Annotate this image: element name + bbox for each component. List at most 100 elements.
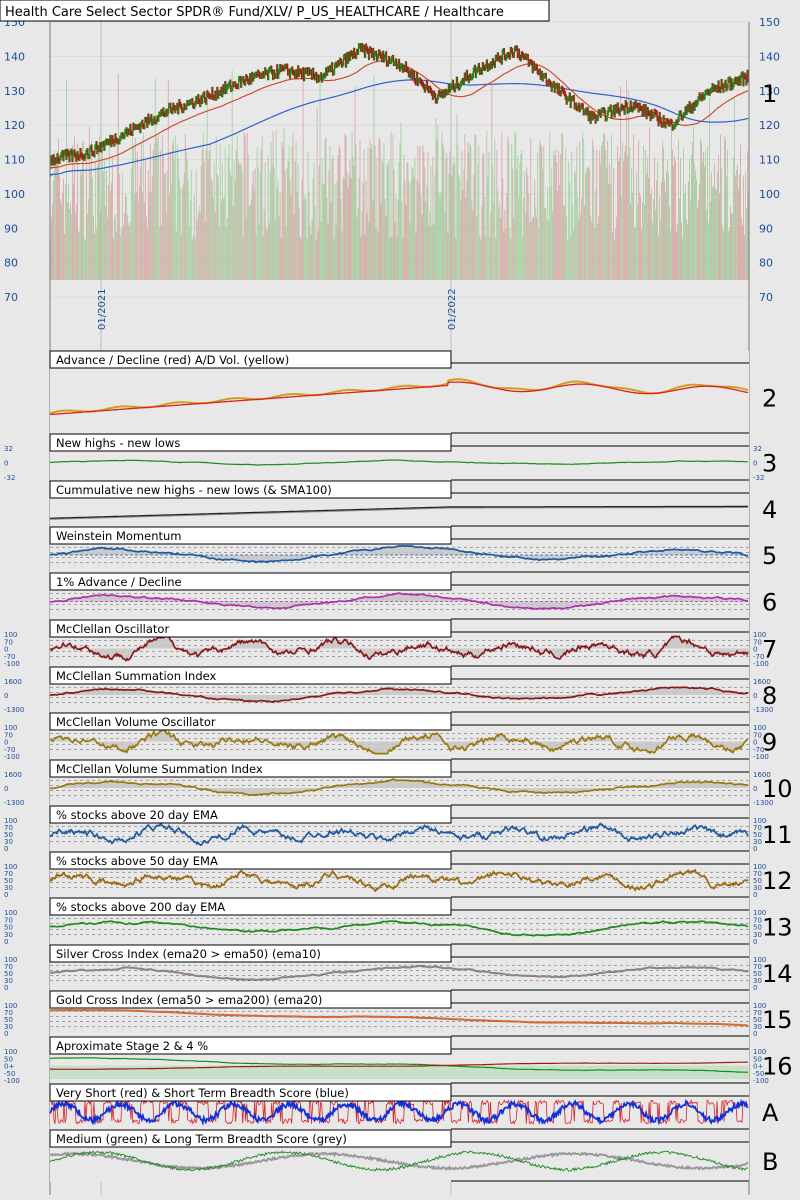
volume-bar: [266, 230, 268, 280]
volume-bar: [727, 150, 728, 280]
volume-bar: [346, 171, 348, 280]
volume-bar: [623, 161, 625, 280]
volume-bar: [340, 198, 342, 280]
volume-bar: [378, 136, 380, 280]
volume-bar: [501, 132, 503, 280]
volume-bar: [518, 197, 520, 280]
volume-bar: [289, 179, 291, 280]
volume-bar: [499, 202, 501, 280]
volume-bar: [179, 187, 181, 280]
volume-bar: [78, 231, 80, 280]
volume-bar: [241, 170, 243, 280]
volume-bar: [431, 226, 433, 280]
volume-bar: [675, 160, 677, 280]
panel-tick-left: -1300: [4, 706, 24, 714]
volume-bar: [632, 192, 634, 280]
volume-bar: [81, 142, 83, 280]
panel-label: 15: [762, 1006, 793, 1034]
volume-bar: [422, 144, 424, 280]
volume-bar: [605, 149, 607, 280]
volume-bar: [380, 203, 382, 280]
panel-tick-left: 100: [4, 909, 17, 917]
volume-bar: [243, 132, 245, 280]
volume-bar: [173, 160, 175, 280]
volume-bar: [642, 202, 644, 280]
volume-bar: [660, 220, 662, 280]
volume-bar: [111, 156, 113, 280]
volume-bar: [268, 222, 270, 280]
volume-bar: [164, 172, 166, 280]
volume-bar: [304, 194, 306, 280]
volume-bar: [212, 197, 214, 280]
panel-tick-right: 50: [753, 1055, 762, 1063]
volume-bar: [711, 172, 712, 280]
panel-label: 7: [762, 636, 777, 664]
volume-bar: [248, 206, 250, 280]
volume-bar: [204, 222, 206, 280]
volume-bar: [618, 161, 620, 280]
volume-bar: [656, 180, 658, 280]
volume-bar: [108, 135, 110, 280]
volume-bar: [232, 206, 234, 280]
y-tick-left: 120: [4, 119, 25, 132]
panel-title-box: [49, 1083, 452, 1102]
panel-tick-right: 100: [753, 1002, 766, 1010]
volume-bar: [693, 126, 694, 280]
volume-bar: [394, 222, 396, 280]
volume-bar: [672, 149, 674, 280]
volume-bar: [351, 132, 353, 280]
volume-bar: [646, 173, 648, 280]
volume-bar: [122, 225, 124, 280]
panel-tick-left: -100: [4, 660, 20, 668]
volume-bar: [474, 134, 476, 280]
volume-bar: [603, 132, 605, 280]
index-line: [50, 1008, 749, 1027]
indicator-panel: Cummulative new highs - new lows (& SMA1…: [49, 480, 777, 527]
panel-tick-right: 0: [753, 785, 757, 793]
volume-bar: [172, 140, 174, 280]
volume-bar: [374, 145, 376, 280]
panel-tick-right: 70: [753, 824, 762, 832]
panel-tick-left: 100: [4, 724, 17, 732]
volume-bar: [269, 171, 271, 280]
volume-bar: [67, 183, 69, 280]
panel-tick-right: 30: [753, 977, 762, 985]
volume-bar: [553, 151, 555, 280]
panel-tick-right: 70: [753, 963, 762, 971]
ad-volume-line: [49, 378, 749, 415]
volume-bar: [533, 217, 535, 280]
volume-bar: [353, 165, 355, 280]
volume-bar: [87, 198, 89, 280]
volume-bar: [697, 207, 698, 280]
volume-bar: [155, 136, 157, 280]
panel-title: Advance / Decline (red) A/D Vol. (yellow…: [56, 353, 289, 367]
volume-bar: [347, 187, 349, 280]
volume-bar: [93, 234, 95, 280]
volume-bar: [134, 138, 136, 280]
volume-bar: [323, 183, 325, 280]
volume-bar: [167, 80, 169, 280]
volume-bar: [427, 152, 429, 280]
volume-bar: [85, 158, 87, 280]
panel-tick-right: 30: [753, 931, 762, 939]
volume-bar: [328, 169, 330, 280]
volume-bar: [250, 199, 252, 280]
volume-bar: [121, 173, 123, 280]
volume-bar: [137, 201, 139, 280]
volume-bar: [88, 126, 90, 280]
panel-title: % stocks above 50 day EMA: [56, 854, 218, 868]
volume-bar: [429, 210, 431, 280]
volume-bar: [272, 131, 274, 280]
volume-bar: [571, 151, 573, 280]
volume-bar: [448, 172, 450, 280]
volume-bar: [317, 230, 319, 280]
panel-title-box: [49, 712, 452, 731]
volume-bar: [428, 225, 430, 280]
volume-bar: [143, 202, 145, 280]
volume-bar: [628, 90, 630, 280]
volume-bar: [203, 161, 205, 280]
indicator-line: [49, 728, 749, 755]
